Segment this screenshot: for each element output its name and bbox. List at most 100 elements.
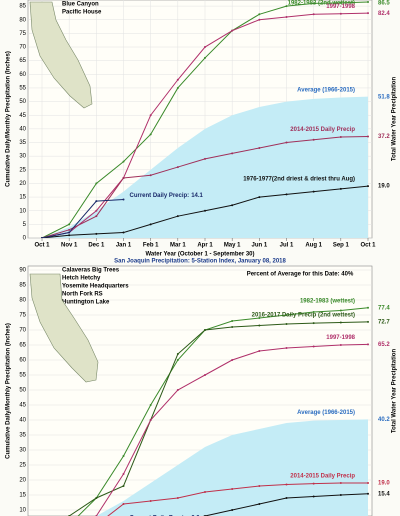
- point: [204, 157, 206, 160]
- y-tick-label: 65: [19, 58, 26, 64]
- y2-axis-label: Total Water Year Precipitation: [392, 77, 398, 162]
- x-tick-label: Feb 1: [143, 243, 159, 249]
- y-tick-label: 55: [19, 86, 26, 92]
- point: [339, 309, 342, 312]
- y-tick-label: 5: [23, 222, 27, 228]
- point: [339, 344, 342, 346]
- point: [258, 18, 261, 21]
- point: [339, 1, 342, 4]
- chart: 10 15 20 25 30 35 40 45 50 55 60 65 70 75 80 85 90 Cumula…: [6, 259, 398, 516]
- y-tick-label: 10: [19, 508, 26, 514]
- point: [231, 29, 234, 32]
- point: [285, 193, 288, 196]
- point: [312, 311, 315, 313]
- point: [258, 196, 261, 199]
- y-axis-label: Cumulative Daily/Monthly Precipitation (…: [6, 51, 12, 187]
- series-label: 1982-1983 (2nd wettest): [288, 1, 355, 7]
- point: [68, 223, 71, 226]
- y-tick-label: 30: [19, 448, 26, 454]
- series-label: Average (1966-2015): [297, 410, 355, 416]
- y-tick-label: 90: [19, 268, 26, 274]
- point: [339, 187, 342, 190]
- point: [285, 347, 288, 349]
- point: [312, 2, 315, 5]
- series-label: 2014-2015 Daily Precip: [290, 127, 355, 133]
- point: [204, 56, 206, 59]
- point: [176, 359, 179, 361]
- map-label: Pacific House: [62, 10, 102, 16]
- series-label: 1976-1977(2nd driest & driest thru Aug): [243, 177, 355, 183]
- point: [176, 497, 179, 499]
- y-tick-label: 70: [19, 45, 26, 51]
- point: [149, 223, 152, 226]
- point: [367, 482, 369, 484]
- value-label: 82.4: [378, 11, 390, 17]
- area: [42, 96, 368, 238]
- point: [285, 16, 288, 19]
- y-tick-label: 75: [19, 313, 26, 319]
- point: [122, 231, 125, 234]
- point: [122, 160, 125, 163]
- point: [339, 482, 342, 484]
- series-group: [68, 306, 369, 516]
- y-tick-label: 70: [19, 328, 26, 334]
- y-tick-label: 0: [23, 236, 27, 242]
- point: [204, 491, 206, 493]
- point: [204, 209, 206, 212]
- point: [149, 133, 152, 136]
- value-label: 15.4: [378, 491, 390, 497]
- point: [312, 138, 315, 141]
- point: [367, 306, 369, 309]
- value-label: 19.0: [378, 184, 390, 190]
- chart: 0 5 10 15 20 25 30 35 40 45 50 55 60 65 70 75 80 85 Oct 1 N…: [6, 0, 398, 258]
- point: [176, 215, 179, 218]
- point: [41, 237, 43, 238]
- point: [95, 232, 98, 235]
- point: [339, 321, 342, 324]
- y-tick-label: 85: [19, 283, 26, 289]
- point: [312, 482, 315, 485]
- point: [231, 509, 234, 511]
- point: [176, 166, 179, 169]
- y-tick-label: 40: [19, 418, 26, 424]
- y-tick-label: 65: [19, 343, 26, 349]
- value-label: 86.5: [378, 1, 390, 7]
- x-tick-label: Sep 1: [333, 243, 350, 249]
- y-tick-label: 50: [19, 99, 26, 105]
- series-label: 1982-1983 (wettest): [300, 298, 355, 304]
- point: [149, 174, 152, 177]
- x-tick-label: Aug 1: [305, 243, 322, 249]
- x-tick-label: Jan 1: [116, 243, 132, 249]
- line: [41, 199, 124, 238]
- point: [339, 494, 342, 496]
- x-tick-label: Jul 1: [280, 243, 294, 249]
- map-label: Hetch Hetchy: [62, 276, 101, 282]
- point: [149, 500, 152, 502]
- map-label: Huntington Lake: [62, 300, 110, 306]
- map-top: [29, 1, 93, 109]
- point: [95, 497, 98, 499]
- point: [95, 200, 98, 203]
- point: [204, 374, 206, 376]
- point: [285, 314, 288, 316]
- point: [258, 13, 261, 16]
- y-tick-label: 50: [19, 388, 26, 394]
- point: [176, 389, 179, 391]
- value-label: 40.2: [378, 417, 390, 423]
- y-tick-label: 75: [19, 31, 26, 37]
- y-tick-label: 20: [19, 181, 26, 187]
- y-tick-label: 80: [19, 17, 26, 23]
- point: [95, 182, 98, 185]
- x-tick-label: Oct 1: [34, 243, 50, 249]
- point: [285, 323, 288, 325]
- value-label: 65.2: [378, 342, 390, 348]
- x-tick-label: Jun 1: [251, 243, 267, 249]
- point: [204, 46, 206, 49]
- series-label: Current Daily Precip:: [130, 193, 190, 199]
- point: [285, 483, 288, 486]
- point: [367, 12, 369, 15]
- point: [285, 141, 288, 144]
- point: [367, 135, 369, 138]
- point: [95, 209, 98, 212]
- point: [231, 152, 234, 155]
